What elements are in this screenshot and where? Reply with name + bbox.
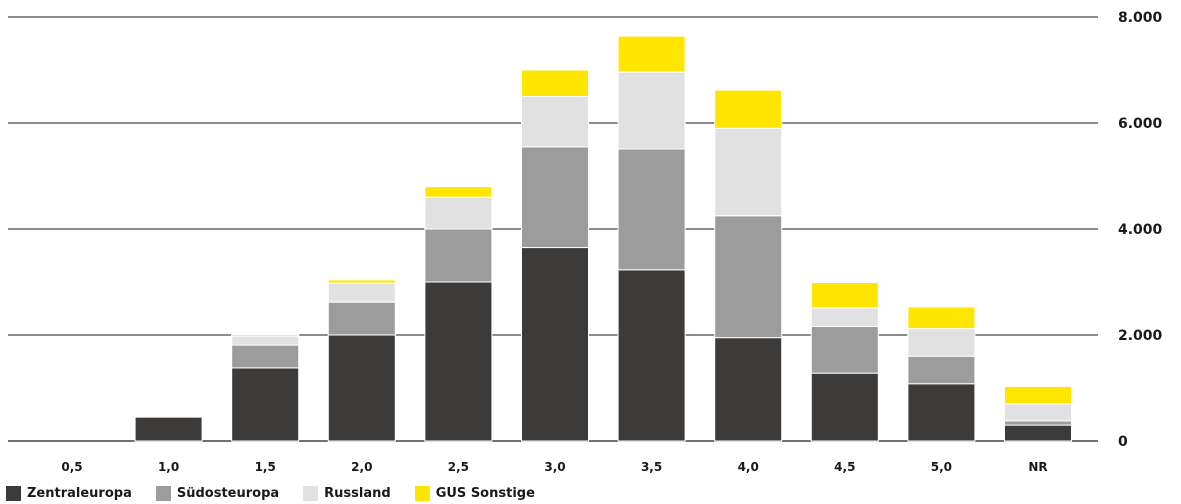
bar-segment	[907, 328, 976, 357]
legend-item: Russland	[303, 486, 391, 501]
bar-segment	[907, 355, 976, 385]
bar-segment	[231, 344, 300, 369]
bar-segment	[424, 228, 493, 283]
bar-segment	[521, 247, 589, 442]
legend-label: Südosteuropa	[176, 486, 280, 501]
legend-swatch	[414, 486, 430, 501]
legend-label: GUS Sonstige	[435, 486, 535, 501]
bar-segment	[810, 372, 879, 442]
bar-segment	[1004, 424, 1072, 442]
x-tick-label: 1,5	[255, 460, 276, 474]
bar-segment	[714, 337, 783, 442]
bar-segment	[424, 196, 493, 230]
y-axis-ticks: 0 2.000 4.000 6.000 8.000	[1118, 10, 1163, 450]
bar-segment	[134, 416, 203, 442]
bar-segment	[617, 71, 686, 150]
bar-segment	[810, 282, 879, 309]
x-tick-label: 2,5	[448, 460, 469, 474]
bar-segment	[231, 335, 300, 346]
bar-segment	[521, 96, 589, 148]
x-tick-label: NR	[1028, 460, 1047, 474]
bar-segment	[327, 334, 396, 442]
x-tick-label: 3,0	[544, 460, 565, 474]
bar-segment	[327, 282, 396, 303]
x-tick-label: 1,0	[158, 460, 179, 474]
bar-segment	[810, 326, 879, 374]
x-axis-ticks: 0,5 1,0 1,5 2,0 2,5 3,0 3,5 4,0 4,5 5,0 NR	[61, 460, 1047, 474]
legend: Zentraleuropa Südosteuropa Russland GUS Son…	[6, 486, 535, 501]
y-tick-label: 4.000	[1118, 222, 1163, 238]
x-tick-label: 4,5	[834, 460, 855, 474]
legend-item: Zentraleuropa	[6, 486, 132, 501]
y-tick-label: 0	[1118, 434, 1128, 450]
bars	[134, 35, 1072, 442]
bar-segment	[907, 383, 976, 442]
legend-swatch	[155, 486, 171, 501]
bar-segment	[714, 215, 783, 339]
bar-segment	[1004, 403, 1072, 422]
bar-segment	[521, 69, 589, 97]
legend-swatch	[303, 486, 319, 501]
bar-segment	[1004, 420, 1072, 426]
legend-item: GUS Sonstige	[414, 486, 535, 501]
bar-segment	[327, 279, 396, 284]
bar-segment	[907, 306, 976, 330]
legend-label: Zentraleuropa	[27, 486, 132, 501]
bar-segment	[617, 269, 686, 442]
x-tick-label: 0,5	[61, 460, 82, 474]
legend-label: Russland	[324, 486, 391, 501]
bar-segment	[231, 367, 300, 442]
x-tick-label: 2,0	[351, 460, 372, 474]
bar-segment	[1004, 385, 1072, 405]
legend-item: Südosteuropa	[155, 486, 280, 501]
bar-segment	[424, 281, 493, 442]
x-tick-label: 4,0	[738, 460, 759, 474]
y-tick-label: 8.000	[1118, 10, 1163, 26]
legend-swatch	[6, 486, 21, 501]
bar-segment	[714, 89, 783, 129]
x-tick-label: 5,0	[931, 460, 952, 474]
bar-segment	[617, 35, 686, 73]
bar-segment	[231, 333, 300, 337]
bar-segment	[810, 307, 879, 328]
bar-segment	[617, 148, 686, 271]
x-tick-label: 3,5	[641, 460, 662, 474]
y-tick-label: 6.000	[1118, 116, 1163, 132]
y-tick-label: 2.000	[1118, 328, 1163, 344]
bar-segment	[424, 186, 493, 198]
bar-segment	[714, 127, 783, 217]
bar-segment	[327, 301, 396, 336]
bar-segment	[521, 146, 589, 249]
